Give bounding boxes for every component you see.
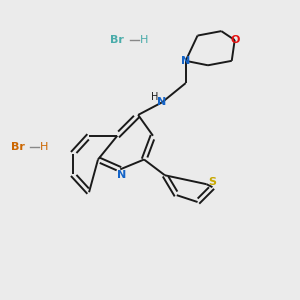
Text: H: H [40, 142, 49, 152]
Text: N: N [181, 56, 190, 66]
Text: H: H [140, 35, 148, 45]
Text: N: N [117, 170, 126, 180]
Text: Br: Br [11, 142, 25, 152]
Text: Br: Br [110, 35, 124, 45]
Text: H: H [151, 92, 158, 102]
Text: N: N [157, 98, 167, 107]
Text: O: O [230, 35, 239, 45]
Text: S: S [208, 177, 216, 187]
